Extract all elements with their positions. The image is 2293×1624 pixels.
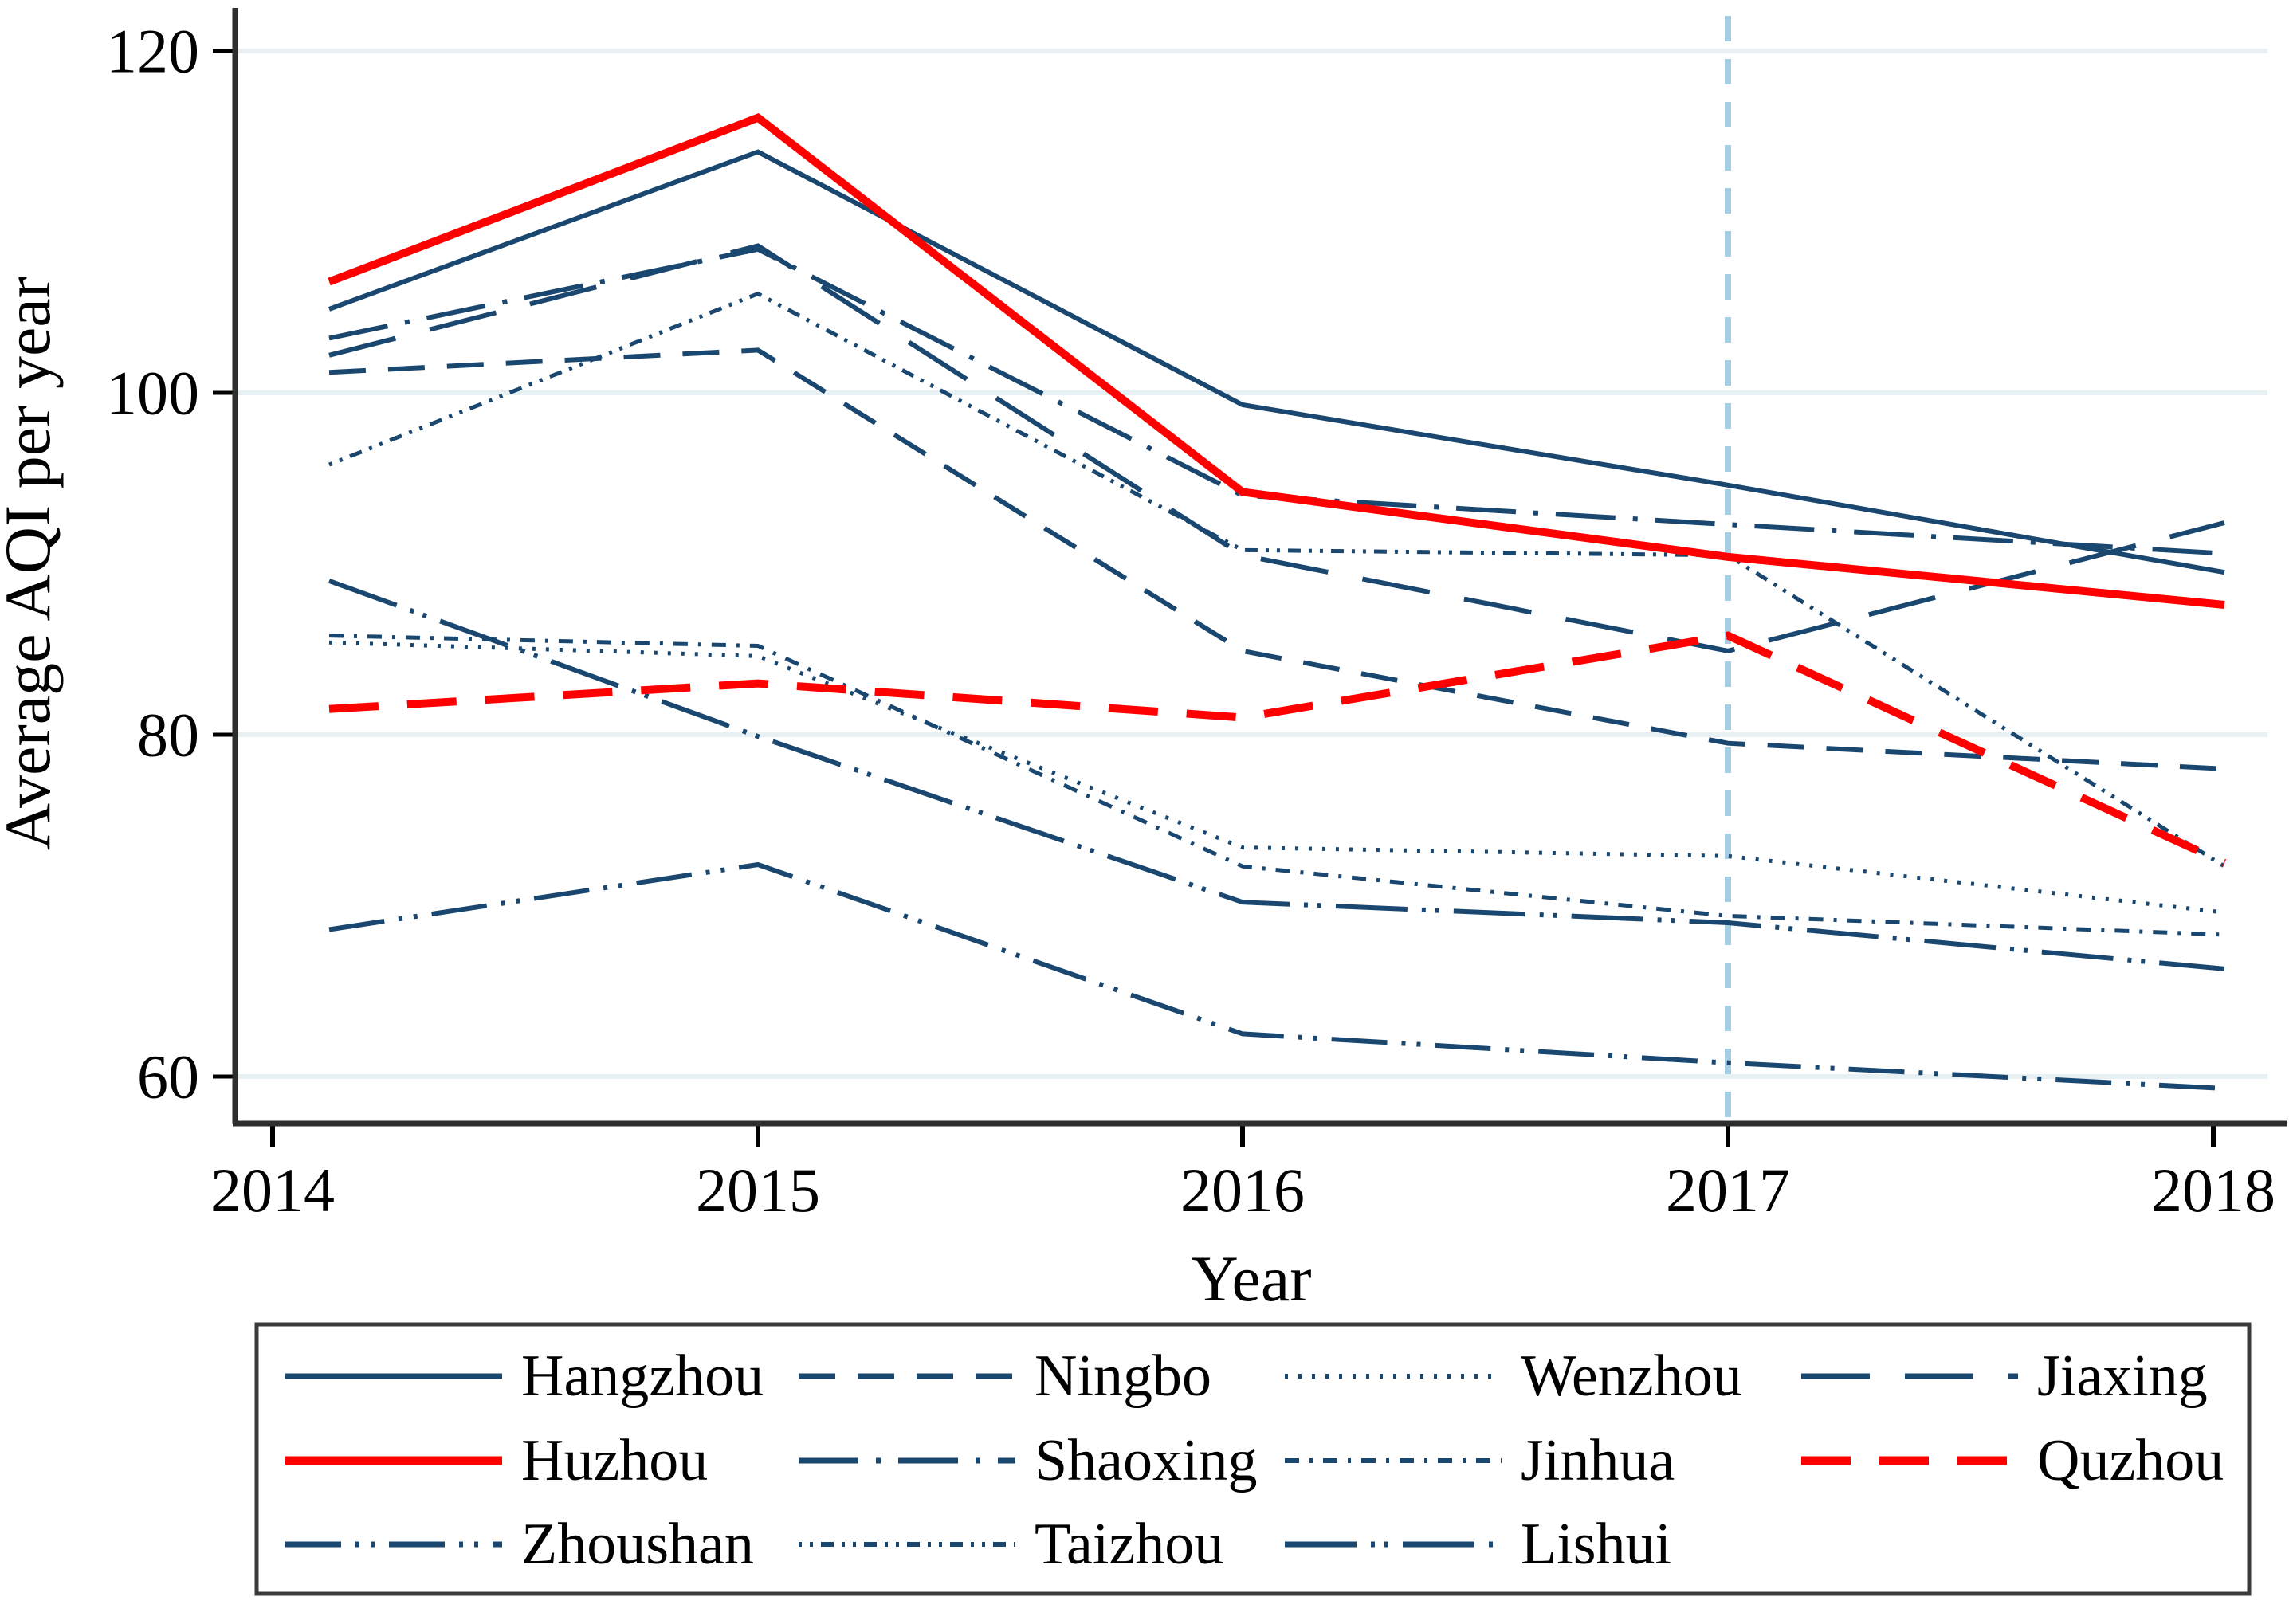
- legend-item-shaoxing: Shaoxing: [799, 1428, 1258, 1493]
- legend-label-ningbo: Ningbo: [1035, 1344, 1211, 1409]
- legend-item-ningbo: Ningbo: [799, 1344, 1211, 1409]
- x-tick-label-2017: 2017: [1666, 1155, 1790, 1225]
- series-line-wenzhou: [328, 640, 2225, 915]
- legend-label-quzhou: Quzhou: [2037, 1428, 2224, 1493]
- y-tick-label-120: 120: [106, 17, 199, 86]
- series-line-quzhou: [328, 631, 2227, 867]
- legend-item-hangzhou: Hangzhou: [285, 1344, 764, 1409]
- y-axis-title: Average AQI per year: [0, 277, 64, 850]
- x-tick-label-2016: 2016: [1180, 1155, 1305, 1225]
- series-line-zhoushan: [328, 861, 2225, 1091]
- legend-item-taizhou: Taizhou: [799, 1512, 1223, 1577]
- legend-label-taizhou: Taizhou: [1035, 1512, 1223, 1577]
- series-line-shaoxing: [328, 246, 2225, 556]
- legend-label-jinhua: Jinhua: [1521, 1428, 1675, 1493]
- legend-item-jiaxing: Jiaxing: [1801, 1344, 2208, 1409]
- x-axis-title: Year: [1191, 1242, 1311, 1315]
- x-tick-label-2015: 2015: [696, 1155, 820, 1225]
- legend-item-jinhua: Jinhua: [1285, 1428, 1675, 1493]
- legend-label-jiaxing: Jiaxing: [2037, 1344, 2208, 1409]
- legend-label-wenzhou: Wenzhou: [1521, 1344, 1742, 1409]
- series-line-jiaxing: [328, 243, 2225, 653]
- tick-labels-group: 60 80 100 120 2014 2015 2016 2017 2018: [106, 17, 2275, 1226]
- axes-group: [213, 8, 2287, 1147]
- series-lines-group: [328, 113, 2227, 1091]
- legend-group: Hangzhou Ningbo Wenzhou Jiaxing Huzhou Shaoxi…: [254, 1322, 2252, 1596]
- series-line-huzhou: [328, 113, 2225, 609]
- legend-label-lishui: Lishui: [1521, 1512, 1671, 1577]
- gridlines-group: [235, 49, 2267, 1079]
- legend-item-wenzhou: Wenzhou: [1285, 1344, 1742, 1409]
- series-line-lishui: [328, 579, 2225, 971]
- x-tick-label-2018: 2018: [2151, 1155, 2275, 1225]
- legend-item-zhoushan: Zhoushan: [285, 1512, 754, 1577]
- series-line-ningbo: [328, 347, 2225, 771]
- legend-item-lishui: Lishui: [1285, 1512, 1671, 1577]
- legend-item-huzhou: Huzhou: [285, 1428, 708, 1493]
- legend-item-quzhou: Quzhou: [1801, 1428, 2224, 1493]
- x-tick-label-2014: 2014: [210, 1155, 335, 1225]
- legend-label-zhoushan: Zhoushan: [521, 1512, 754, 1577]
- series-line-jinhua: [328, 634, 2225, 937]
- legend-label-huzhou: Huzhou: [521, 1428, 708, 1493]
- series-line-hangzhou: [328, 149, 2225, 575]
- y-tick-label-100: 100: [106, 359, 199, 428]
- y-tick-label-60: 60: [137, 1042, 199, 1112]
- legend-label-shaoxing: Shaoxing: [1035, 1428, 1258, 1493]
- y-tick-label-80: 80: [137, 700, 199, 770]
- series-line-taizhou: [328, 291, 2226, 869]
- legend-label-hangzhou: Hangzhou: [521, 1344, 764, 1409]
